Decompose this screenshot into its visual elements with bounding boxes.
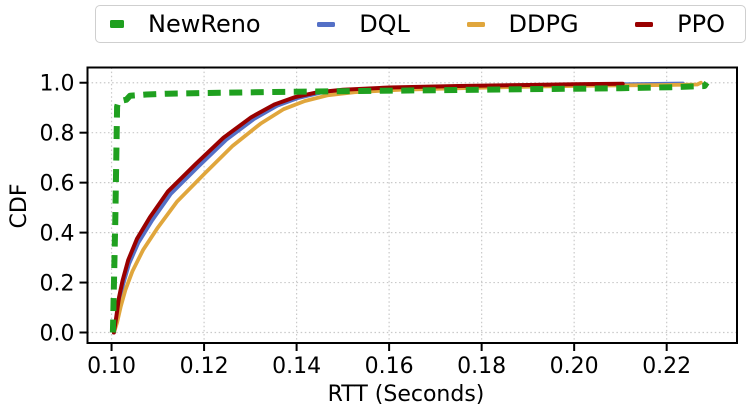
- legend-marker-newreno-icon: [110, 20, 124, 28]
- x-tick-label: 0.12: [180, 354, 229, 379]
- x-tick-label: 0.16: [365, 354, 414, 379]
- y-tick-label: 0.2: [40, 272, 75, 297]
- legend-item-ddpg: DDPG: [466, 10, 579, 38]
- x-tick-label: 0.14: [272, 354, 321, 379]
- legend-item-dql: DQL: [317, 12, 410, 36]
- y-tick-label: 0.4: [40, 222, 75, 247]
- legend-item-ppo: PPO: [635, 12, 725, 36]
- y-tick-label: 0.0: [40, 322, 75, 347]
- series-line-ddpg: [112, 80, 703, 335]
- series-line-newreno: [109, 80, 710, 333]
- y-tick-label: 1.0: [40, 72, 75, 97]
- y-axis-label: CDF: [7, 184, 32, 229]
- series-line-ppo: [111, 81, 625, 335]
- legend-label: DDPG: [508, 10, 579, 38]
- x-tick-label: 0.22: [642, 354, 691, 379]
- legend-label: PPO: [677, 10, 725, 38]
- x-axis-label: RTT (Seconds): [328, 382, 485, 407]
- series-line-dql: [112, 81, 685, 335]
- legend: NewReno DQL DDPG PPO: [95, 5, 746, 43]
- legend-marker-ddpg-icon: [466, 21, 485, 27]
- y-tick-label: 0.6: [40, 172, 75, 197]
- x-tick-label: 0.18: [457, 354, 506, 379]
- x-tick-label: 0.10: [87, 354, 136, 379]
- legend-marker-dql-icon: [317, 21, 336, 27]
- y-tick-label: 0.8: [40, 122, 75, 147]
- x-tick-label: 0.20: [550, 354, 599, 379]
- legend-item-newreno: NewReno: [110, 12, 261, 36]
- legend-label: NewReno: [148, 10, 261, 38]
- plot-border: [86, 66, 738, 344]
- legend-marker-ppo-icon: [635, 21, 654, 27]
- legend-label: DQL: [359, 10, 410, 38]
